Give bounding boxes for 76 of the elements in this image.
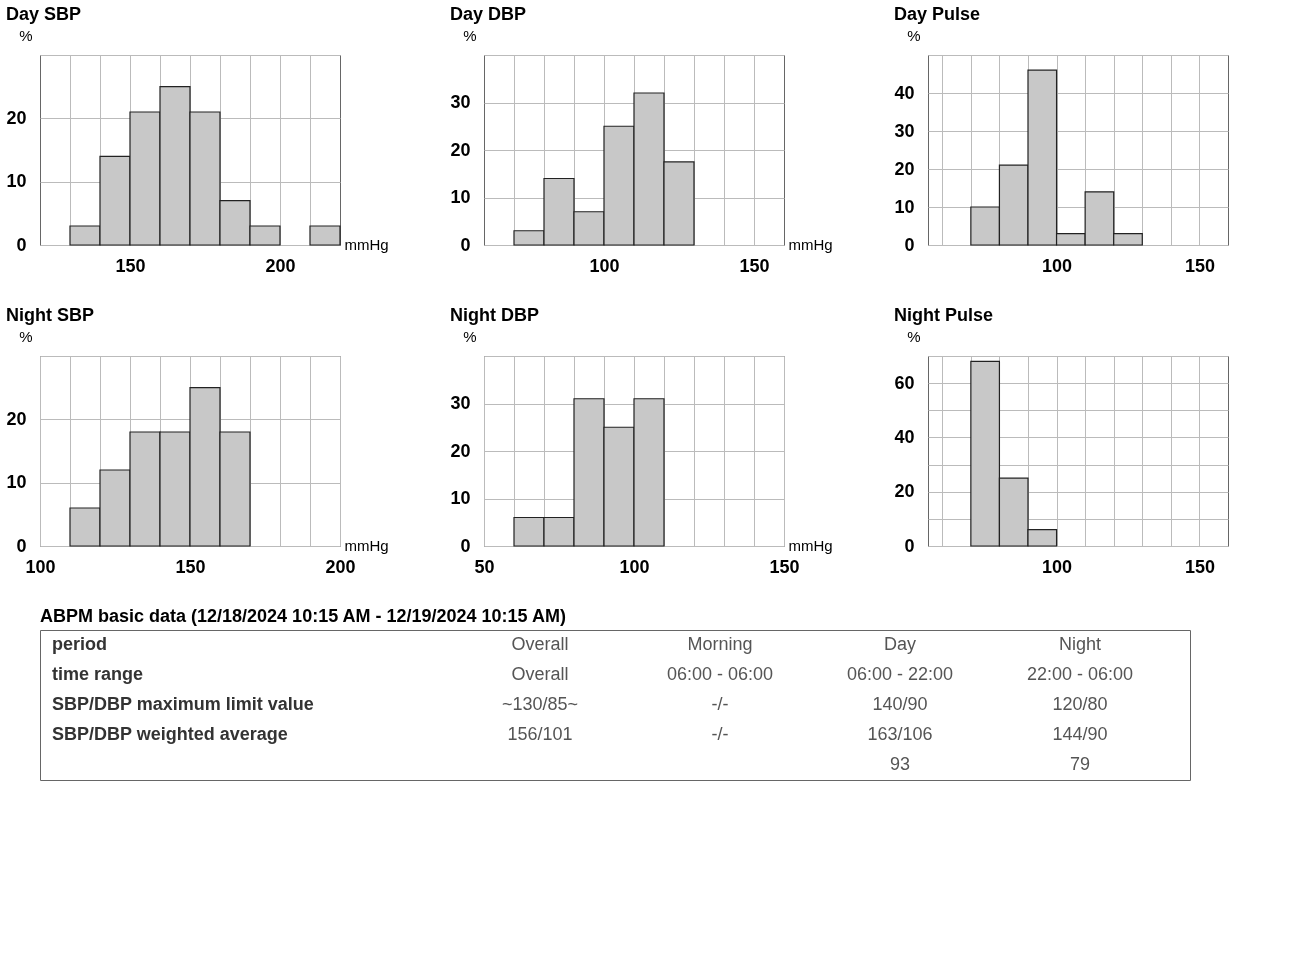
y-tick-label: 0 <box>460 234 471 255</box>
category-label: SBP/DBP weighted average <box>52 724 288 744</box>
category-label: Overall <box>511 634 569 654</box>
y-tick-label: 0 <box>460 535 471 556</box>
y-tick-label: 30 <box>450 393 471 413</box>
y-axis-title: % <box>19 26 33 44</box>
y-axis-title: % <box>463 26 477 44</box>
text: 79 <box>1069 754 1091 774</box>
text: ~130/85~ <box>501 694 579 714</box>
y-tick-label: 30 <box>894 120 915 141</box>
text: -/- <box>711 694 729 714</box>
x-tick-label: 150 <box>115 255 146 276</box>
y-tick-label: 0 <box>904 234 915 255</box>
x-tick-label: 100 <box>619 556 650 577</box>
y-tick-label: 0 <box>16 234 27 255</box>
chart-title: Night DBP <box>449 305 539 325</box>
text: 06:00 - 06:00 <box>666 664 774 684</box>
y-tick-label: 0 <box>904 535 915 556</box>
text: 140/90 <box>872 694 928 714</box>
y-tick-label: 10 <box>450 187 471 207</box>
y-tick-label: 10 <box>6 472 27 493</box>
x-tick-label: 100 <box>1042 255 1073 276</box>
x-tick-label: 150 <box>739 255 770 276</box>
text: -/- <box>711 724 729 744</box>
x-tick-label: 200 <box>265 255 296 276</box>
y-tick-label: 0 <box>16 535 27 556</box>
x-tick-label: 150 <box>1184 556 1215 577</box>
x-tick-label: 100 <box>1042 556 1073 577</box>
chart-title: Day SBP <box>5 4 82 24</box>
chart-title: Night Pulse <box>893 305 993 325</box>
x-tick-label: 150 <box>175 556 206 577</box>
text: 144/90 <box>1052 724 1108 744</box>
y-tick-label: 10 <box>450 488 471 508</box>
y-tick-label: 20 <box>6 408 27 429</box>
chart-title: Day Pulse <box>893 4 981 24</box>
text: 120/80 <box>1052 694 1108 714</box>
x-tick-label: 150 <box>1184 255 1215 276</box>
y-tick-label: 20 <box>894 481 915 502</box>
y-tick-label: 20 <box>894 158 915 179</box>
category-label: Day <box>883 634 917 654</box>
x-axis-title: mmHg <box>344 536 389 554</box>
x-tick-label: 100 <box>25 556 56 577</box>
text: 93 <box>889 754 911 774</box>
text: period <box>52 634 108 654</box>
y-tick-label: 60 <box>894 372 915 393</box>
x-tick-label: 200 <box>325 556 356 577</box>
y-tick-label: 20 <box>6 107 27 128</box>
text: Overall <box>511 664 569 684</box>
category-label: Morning <box>687 634 753 654</box>
x-tick-label: 150 <box>769 556 800 577</box>
y-axis-title: % <box>907 327 921 345</box>
text: 163/106 <box>867 724 933 744</box>
y-axis-title: % <box>463 327 477 345</box>
y-tick-label: 30 <box>450 92 471 112</box>
y-axis-title: % <box>907 26 921 44</box>
text: ABPM basic data (12/18/2024 10:15 AM - 12/19/2024 10:15 AM) <box>40 606 566 626</box>
x-axis-title: mmHg <box>788 536 833 554</box>
y-tick-label: 10 <box>6 171 27 192</box>
y-tick-label: 10 <box>894 196 915 217</box>
y-tick-label: 40 <box>894 426 915 447</box>
category-label: SBP/DBP maximum limit value <box>52 694 314 714</box>
text: 22:00 - 06:00 <box>1026 664 1134 684</box>
chart-title: Day DBP <box>449 4 527 24</box>
x-axis-title: mmHg <box>344 235 389 253</box>
y-tick-label: 20 <box>450 440 471 461</box>
x-tick-label: 100 <box>589 255 620 276</box>
y-tick-label: 20 <box>450 139 471 160</box>
text: 06:00 - 22:00 <box>846 664 954 684</box>
x-axis-title: mmHg <box>788 235 833 253</box>
chart-title: Night SBP <box>5 305 94 325</box>
y-axis-title: % <box>19 327 33 345</box>
category-label: Night <box>1058 634 1102 654</box>
x-tick-label: 50 <box>474 556 495 577</box>
y-tick-label: 40 <box>894 82 915 103</box>
category-label: time range <box>52 664 144 684</box>
text: 156/101 <box>507 724 573 744</box>
